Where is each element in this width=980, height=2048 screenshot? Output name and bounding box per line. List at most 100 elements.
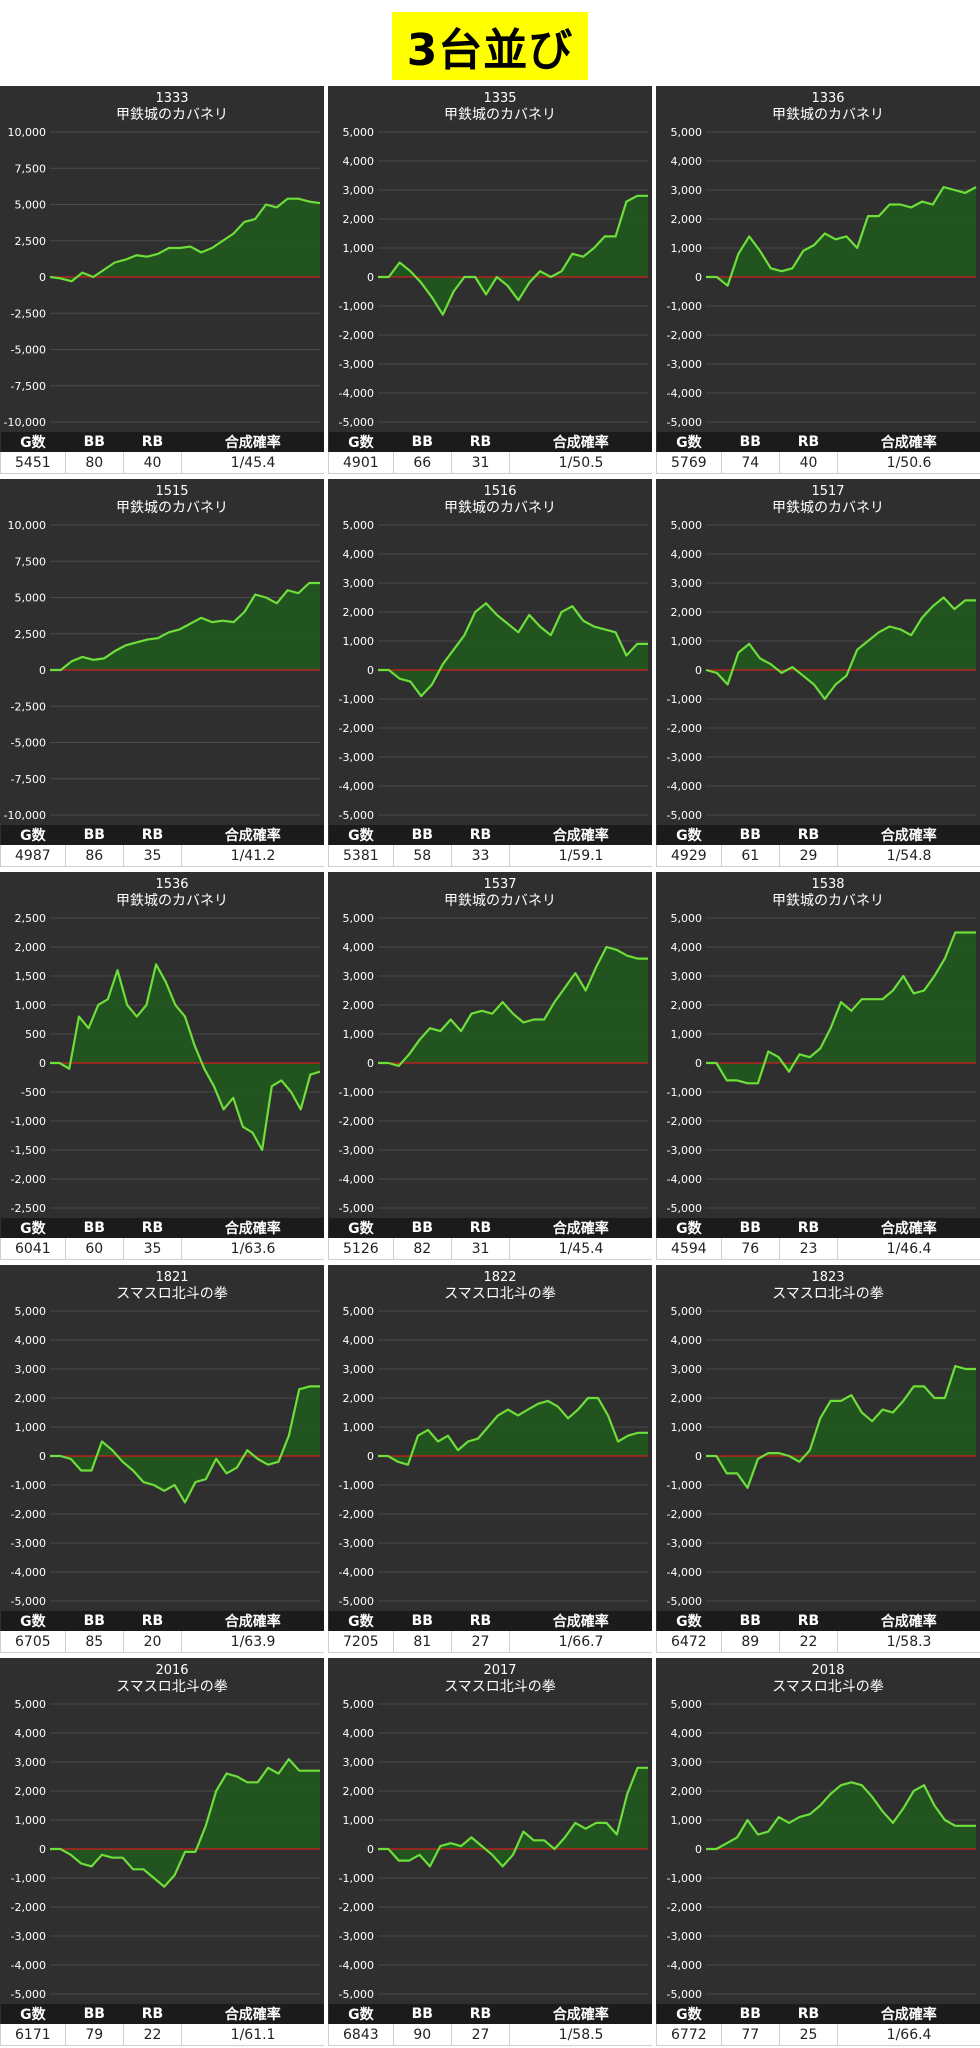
stats-header: BB (393, 1218, 452, 1239)
stats-bb: 80 (64, 452, 124, 475)
chart-panel-1537: 1537 甲鉄城のカバネリ 5,000 4,000 3,000 2,000 1,000 0 -1… (328, 872, 652, 1261)
stats-rb: 40 (778, 452, 838, 475)
y-tick-label: 0 (39, 664, 46, 677)
y-tick-label: -2,500 (11, 307, 46, 320)
y-tick-label: -1,000 (667, 693, 702, 706)
y-tick-label: -3,000 (339, 1930, 374, 1943)
y-tick-label: -4,000 (667, 1566, 702, 1579)
stats-rb: 27 (450, 2024, 510, 2047)
chart-id-label: 1821 (155, 1270, 188, 1285)
stats-header: RB (779, 1611, 838, 1632)
y-tick-label: -4,000 (339, 1173, 374, 1186)
chart-name-label: 甲鉄城のカバネリ (772, 500, 884, 516)
stats-header: BB (65, 2004, 124, 2025)
chart-panel-2016: 2016 スマスロ北斗の拳 5,000 4,000 3,000 2,000 1,000 0 -1… (0, 1658, 324, 2047)
stats-rb: 22 (778, 1631, 838, 1654)
y-tick-label: -2,000 (667, 1508, 702, 1521)
series-area (50, 1759, 320, 1887)
series-line (50, 963, 321, 1152)
y-tick-label: 4,000 (671, 1727, 703, 1740)
series-area (706, 1782, 976, 1849)
y-tick-label: -10,000 (4, 809, 46, 822)
y-tick-label: 2,000 (671, 1392, 703, 1405)
stats-header: 合成確率 (837, 1218, 980, 1239)
chart-id-label: 1538 (811, 877, 844, 892)
y-tick-label: 0 (39, 1843, 46, 1856)
chart-name-label: スマスロ北斗の拳 (116, 1286, 228, 1302)
y-tick-label: 3,000 (15, 1756, 47, 1769)
y-tick-label: 2,500 (15, 235, 47, 248)
y-tick-label: -2,000 (11, 1508, 46, 1521)
y-tick-label: -4,000 (667, 387, 702, 400)
y-tick-label: 1,000 (343, 242, 375, 255)
y-tick-label: -3,000 (11, 1930, 46, 1943)
stats-header: G数 (656, 1218, 722, 1239)
y-tick-label: 3,000 (343, 1363, 375, 1376)
y-tick-label: -5,000 (667, 1988, 702, 2001)
series-line (50, 1757, 320, 1888)
y-tick-label: 4,000 (15, 1334, 47, 1347)
y-tick-label: 4,000 (343, 155, 375, 168)
series-area (706, 1366, 976, 1488)
series-area (706, 932, 976, 1084)
y-tick-label: -3,000 (667, 1930, 702, 1943)
series-area (378, 947, 648, 1066)
y-tick-label: -1,000 (667, 1086, 702, 1099)
chart-name-label: 甲鉄城のカバネリ (116, 893, 228, 909)
stats-bb: 66 (392, 452, 452, 475)
y-tick-label: -1,500 (11, 1144, 46, 1157)
y-tick-label: 0 (367, 271, 374, 284)
chart-name-label: 甲鉄城のカバネリ (772, 107, 884, 123)
stats-header: 合成確率 (837, 1611, 980, 1632)
stats-table: G数 BB RB 合成確率 4594 76 23 1/46.4 (656, 1218, 980, 1261)
stats-prob: 1/66.4 (837, 2024, 980, 2047)
stats-header: 合成確率 (837, 432, 980, 453)
y-tick-label: -5,000 (339, 1202, 374, 1215)
y-tick-label: -3,000 (339, 358, 374, 371)
y-tick-label: 3,000 (671, 1363, 703, 1376)
y-tick-label: -2,000 (11, 1173, 46, 1186)
y-tick-label: -5,000 (339, 1595, 374, 1608)
y-tick-label: -7,500 (11, 773, 46, 786)
stats-header: G数 (328, 2004, 394, 2025)
chart-panel-1515: 1515 甲鉄城のカバネリ 10,000 7,500 5,000 2,500 0 -2,500… (0, 479, 324, 868)
y-tick-label: -3,000 (667, 1144, 702, 1157)
y-tick-label: 3,000 (343, 184, 375, 197)
y-tick-label: 0 (39, 1057, 46, 1070)
stats-header: BB (721, 825, 780, 846)
stats-header: 合成確率 (509, 1611, 652, 1632)
stats-table: G数 BB RB 合成確率 4901 66 31 1/50.5 (328, 432, 652, 475)
stats-header: BB (393, 825, 452, 846)
stats-header: RB (779, 825, 838, 846)
stats-bb: 90 (392, 2024, 452, 2047)
series-line (49, 197, 321, 283)
chart-panel-1335: 1335 甲鉄城のカバネリ 5,000 4,000 3,000 2,000 1,000 0 -1… (328, 86, 652, 475)
stats-prob: 1/54.8 (837, 845, 980, 868)
stats-header: 合成確率 (509, 432, 652, 453)
chart-name-label: スマスロ北斗の拳 (444, 1286, 556, 1302)
y-tick-label: 500 (25, 1028, 46, 1041)
y-tick-label: 3,000 (343, 970, 375, 983)
stats-g: 4594 (656, 1238, 722, 1261)
stats-g: 6705 (0, 1631, 66, 1654)
y-tick-label: 0 (695, 1057, 702, 1070)
y-tick-label: 3,000 (671, 184, 703, 197)
y-tick-label: 0 (367, 1843, 374, 1856)
chart-name-label: スマスロ北斗の拳 (772, 1286, 884, 1302)
stats-rb: 31 (450, 1238, 510, 1261)
stats-rb: 33 (450, 845, 510, 868)
chart-panel-1823: 1823 スマスロ北斗の拳 5,000 4,000 3,000 2,000 1,000 0 -1… (656, 1265, 980, 1654)
y-tick-label: -3,000 (667, 358, 702, 371)
y-tick-label: -2,000 (339, 722, 374, 735)
y-tick-label: -7,500 (11, 380, 46, 393)
stats-header: BB (65, 1611, 124, 1632)
stats-g: 6843 (328, 2024, 394, 2047)
y-tick-label: -4,000 (667, 780, 702, 793)
y-tick-label: 1,000 (343, 1814, 375, 1827)
y-tick-label: 5,000 (671, 519, 703, 532)
